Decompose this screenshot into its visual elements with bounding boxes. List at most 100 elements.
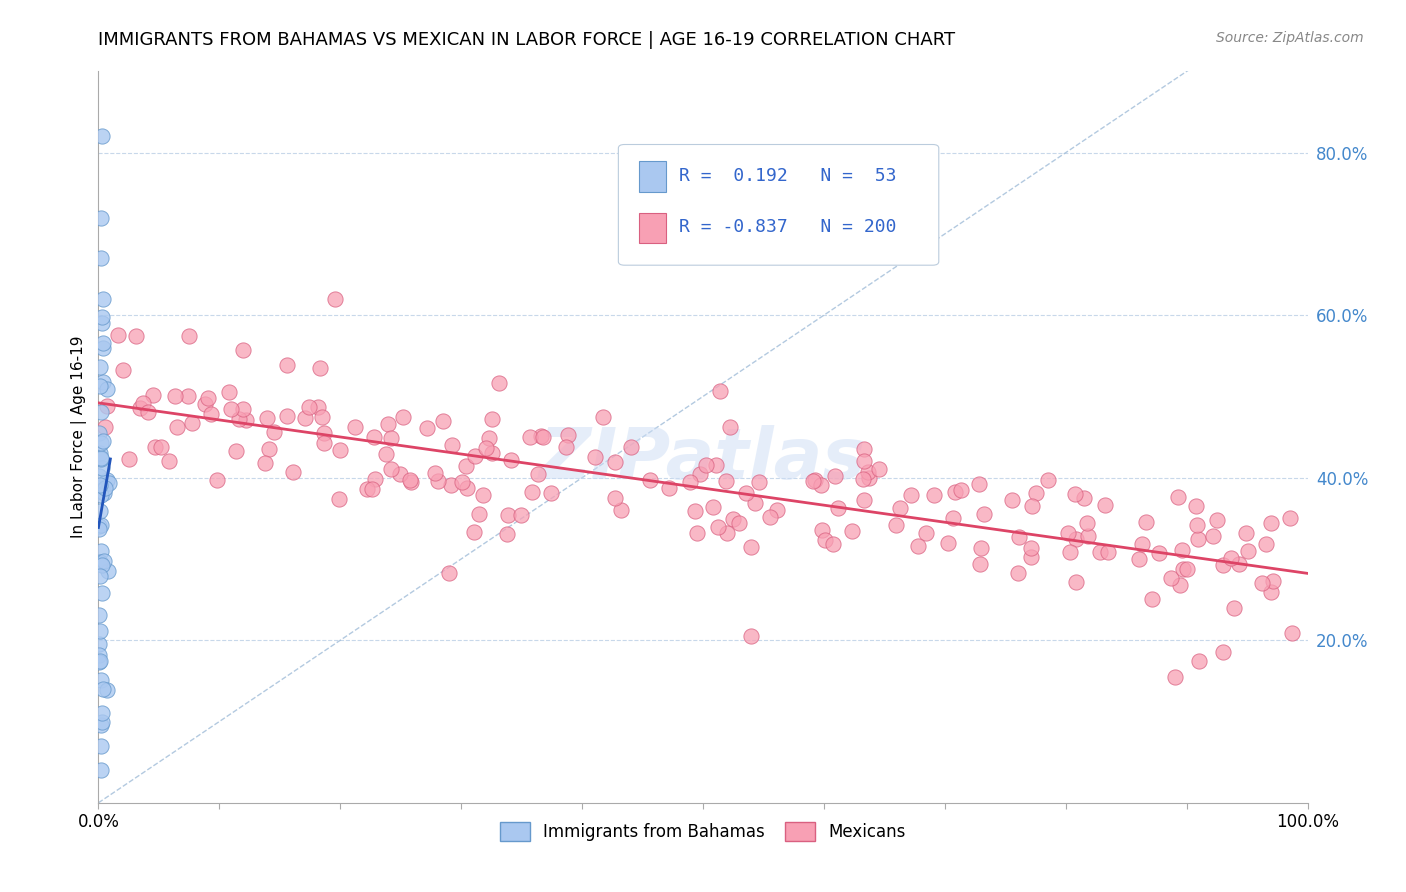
Point — [858, 471, 880, 485]
Point — [401, 475, 423, 489]
Point — [388, 467, 411, 481]
Point — [824, 468, 846, 483]
Point — [294, 411, 316, 425]
Point — [96, 473, 118, 487]
Text: R = -0.837   N = 200: R = -0.837 N = 200 — [679, 219, 896, 236]
Point — [1163, 670, 1185, 684]
Point — [740, 540, 762, 554]
Point — [90, 488, 112, 502]
Point — [527, 467, 550, 481]
Point — [165, 388, 187, 402]
Point — [89, 360, 111, 375]
Point — [329, 442, 352, 457]
Point — [89, 504, 111, 518]
Point — [89, 445, 111, 459]
Point — [716, 525, 738, 540]
Point — [868, 461, 890, 475]
Point — [695, 458, 717, 473]
Point — [194, 397, 217, 411]
Point — [555, 440, 578, 454]
Point — [1021, 499, 1043, 513]
Point — [744, 496, 766, 510]
Point — [180, 416, 202, 430]
Point — [702, 500, 724, 514]
Text: Source: ZipAtlas.com: Source: ZipAtlas.com — [1216, 31, 1364, 45]
Point — [509, 508, 531, 523]
Point — [89, 655, 111, 669]
Point — [89, 425, 111, 440]
Point — [1251, 575, 1274, 590]
Point — [325, 292, 347, 306]
Point — [253, 456, 276, 470]
Point — [481, 411, 503, 425]
Point — [907, 539, 929, 553]
Point — [685, 504, 707, 518]
Point — [283, 465, 305, 479]
Point — [758, 510, 780, 524]
Point — [1128, 552, 1150, 566]
Point — [96, 682, 118, 697]
Point — [91, 714, 114, 729]
Point — [1234, 525, 1257, 540]
Point — [276, 409, 298, 423]
Point — [531, 430, 554, 444]
Point — [91, 460, 114, 475]
Point — [90, 739, 112, 753]
Point — [1097, 545, 1119, 559]
Point — [437, 566, 460, 580]
FancyBboxPatch shape — [619, 145, 939, 265]
Point — [1076, 529, 1098, 543]
Point — [605, 454, 627, 468]
Point — [467, 507, 489, 521]
Point — [90, 211, 112, 225]
Point — [1160, 571, 1182, 585]
Point — [1057, 525, 1080, 540]
Point — [432, 414, 454, 428]
Point — [1173, 562, 1195, 576]
Point — [225, 444, 247, 458]
Point — [107, 327, 129, 342]
Point — [949, 483, 972, 497]
Point — [221, 402, 243, 417]
Point — [720, 420, 742, 434]
Point — [399, 473, 422, 487]
Point — [1130, 537, 1153, 551]
Point — [1171, 543, 1194, 558]
Point — [136, 404, 159, 418]
Point — [1227, 557, 1250, 571]
Point — [456, 481, 478, 495]
Point — [344, 420, 367, 434]
Point — [361, 482, 384, 496]
Point — [557, 428, 579, 442]
Point — [263, 425, 285, 440]
Point — [90, 544, 112, 558]
Point — [689, 467, 711, 482]
Point — [856, 465, 879, 479]
Point — [471, 488, 494, 502]
Point — [94, 419, 117, 434]
Point — [1001, 493, 1024, 508]
Point — [97, 564, 120, 578]
Point — [311, 410, 333, 425]
Point — [125, 329, 148, 343]
Point — [298, 401, 321, 415]
Point — [721, 512, 744, 526]
Point — [96, 399, 118, 413]
Point — [415, 421, 437, 435]
Point — [232, 402, 254, 417]
Point — [380, 461, 402, 475]
Point — [922, 488, 945, 502]
Point — [93, 335, 115, 350]
Point — [740, 629, 762, 643]
Point — [1281, 626, 1303, 640]
Point — [1175, 561, 1198, 575]
Point — [312, 436, 335, 450]
Point — [464, 449, 486, 463]
Point — [142, 388, 165, 402]
Point — [89, 624, 111, 639]
Point — [735, 485, 758, 500]
Point — [87, 648, 110, 662]
Point — [112, 362, 135, 376]
Point — [427, 475, 450, 489]
Point — [498, 508, 520, 523]
